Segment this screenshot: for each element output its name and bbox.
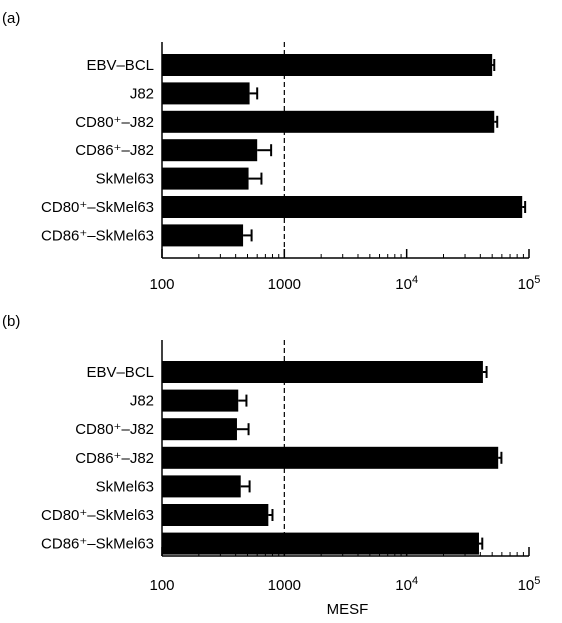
x-tick-label: 1000 [268,577,301,594]
bar [162,446,499,469]
bar [162,418,237,441]
category-label: EBV–BCL [86,364,154,381]
chart-panel-a: (a) 100 1000 104 105 EBV–BCL J82 CD80⁺–J82 CD86⁺… [2,10,540,293]
x-tick-label: 105 [518,274,541,293]
bar [162,54,493,76]
bar [162,224,244,247]
bar [162,167,249,190]
chart-panel-b: (b) 100 1000 104 105 EBV–BCL J82 CD80⁺–J82 CD86⁺… [2,313,540,618]
category-label: CD86⁺–J82 [75,142,154,159]
bar [162,82,250,105]
category-label: CD80⁺–J82 [75,421,154,438]
bar [162,110,495,133]
bar [162,139,258,162]
bar [162,504,269,526]
category-label: CD80⁺–J82 [75,114,154,131]
category-label: CD80⁺–SkMel63 [41,199,154,216]
x-tick-label: 1000 [268,276,301,293]
x-tick-label: 104 [395,274,418,293]
category-label: J82 [130,393,154,410]
x-tick-label: 100 [149,577,174,594]
category-label: SkMel63 [96,171,154,188]
bar [162,389,239,412]
bar [162,361,483,383]
x-tick-label: 105 [518,575,541,594]
x-axis-title: MESF [327,601,369,618]
category-label: CD86⁺–J82 [75,450,154,467]
x-tick-label: 104 [395,575,418,594]
category-label: SkMel63 [96,478,154,495]
bar [162,475,241,498]
panel-label: (a) [2,10,20,27]
x-tick-label: 100 [149,276,174,293]
bar [162,196,523,218]
category-label: J82 [130,85,154,102]
category-label: CD86⁺–SkMel63 [41,227,154,244]
bar [162,532,479,555]
category-label: CD86⁺–SkMel63 [41,536,154,553]
category-label: CD80⁺–SkMel63 [41,507,154,524]
category-label: EBV–BCL [86,57,154,74]
panel-label: (b) [2,313,20,330]
